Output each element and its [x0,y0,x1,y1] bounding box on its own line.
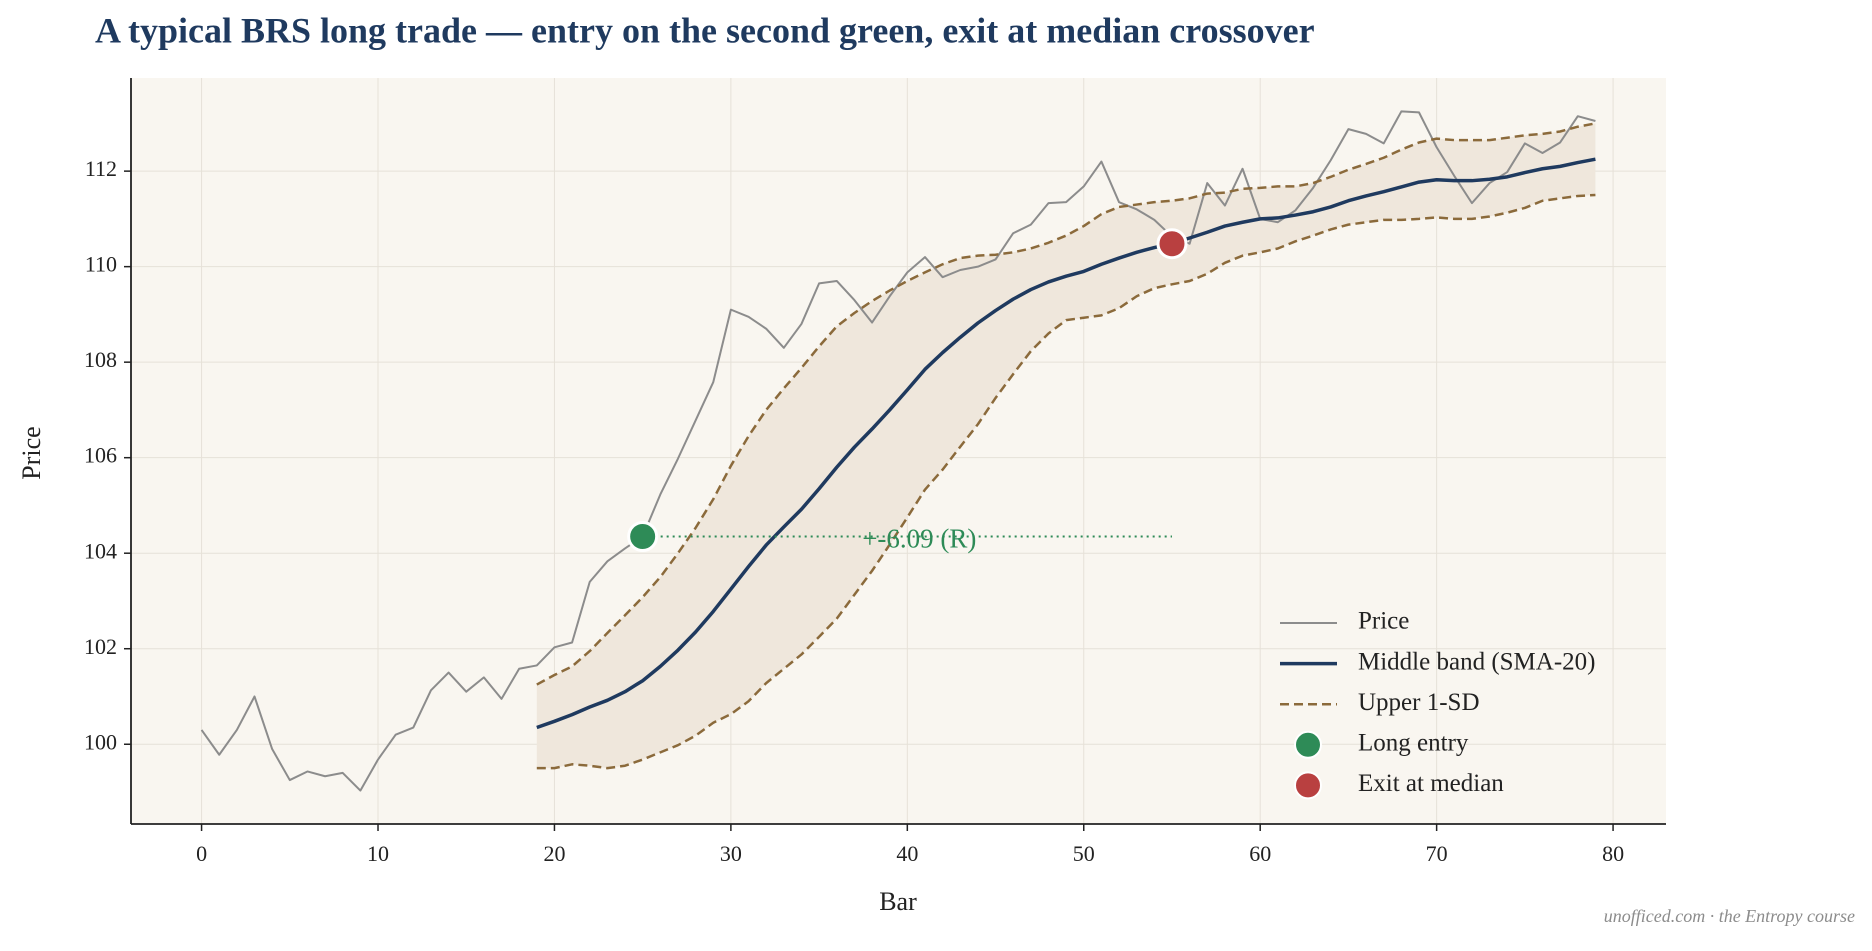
legend-label: Price [1358,608,1409,635]
y-tick-label: 108 [84,347,117,372]
footer: unofficed.com · the Entropy course [1604,906,1855,926]
legend-key [1294,771,1322,800]
x-tick-label: 60 [1249,841,1271,866]
band-fill [536,123,1596,769]
y-tick-label: 104 [84,538,117,563]
x-tick-label: 0 [196,841,207,866]
legend-key [1294,730,1322,759]
x-tick-label: 30 [720,841,742,866]
annotation: +-6.09 (R) [862,524,976,554]
lower-band-line [536,193,1596,770]
y-tick-label: 102 [84,634,117,659]
legend-label: Middle band (SMA-20) [1358,648,1595,675]
chart-title: A typical BRS long trade — entry on the … [95,10,1315,50]
y-axis-label: Price [17,426,46,479]
y-tick-label: 100 [84,729,117,754]
x-tick-label: 20 [543,841,565,866]
legend-label: Exit at median [1358,770,1504,797]
x-tick-label: 10 [367,841,389,866]
series-line [536,122,1596,686]
x-tick-label: 80 [1602,841,1624,866]
trade-marker [1156,228,1188,260]
x-axis-label: Bar [879,887,917,916]
y-tick-label: 110 [85,252,117,277]
x-tick-label: 40 [896,841,918,866]
x-tick-label: 50 [1073,841,1095,866]
series-line [536,157,1596,730]
series-line [200,110,1596,792]
y-tick-label: 106 [84,443,117,468]
trade-marker [627,520,659,552]
x-tick-label: 70 [1426,841,1448,866]
y-tick-label: 112 [85,156,117,181]
legend-label: Long entry [1358,730,1469,757]
legend-label: Upper 1-SD [1358,689,1480,716]
